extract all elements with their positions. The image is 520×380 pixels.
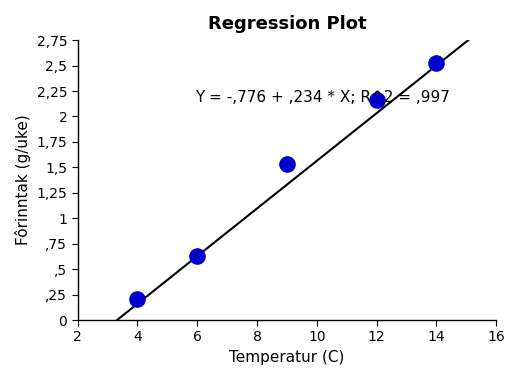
Y-axis label: Fôrinntak (g/uke): Fôrinntak (g/uke) xyxy=(15,115,31,245)
Point xyxy=(283,161,291,167)
Point xyxy=(193,253,201,259)
Point xyxy=(372,97,381,103)
Point xyxy=(133,296,141,302)
Text: Y = -,776 + ,234 * X; R^2 = ,997: Y = -,776 + ,234 * X; R^2 = ,997 xyxy=(195,90,450,106)
Point xyxy=(432,59,440,65)
X-axis label: Temperatur (C): Temperatur (C) xyxy=(229,350,345,365)
Title: Regression Plot: Regression Plot xyxy=(207,15,366,33)
